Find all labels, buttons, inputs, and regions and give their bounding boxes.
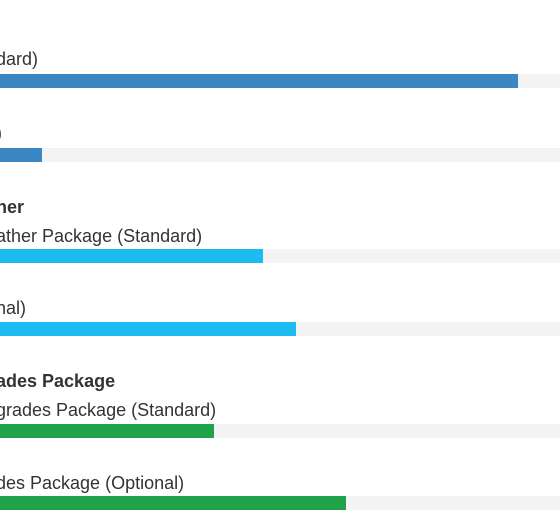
bar-track (0, 322, 560, 336)
bar-label: ather Package (Standard) (0, 226, 203, 246)
bar (0, 496, 346, 510)
bar-track (0, 424, 560, 438)
bar-label: grades Package (Standard) (0, 400, 217, 420)
bar-track (0, 249, 560, 263)
bar-track (0, 148, 560, 162)
bar (0, 322, 296, 336)
bar (0, 424, 214, 438)
bar (0, 148, 42, 162)
bar-label: ) (0, 122, 2, 144)
bar-track (0, 74, 560, 88)
group-title: her (0, 197, 25, 217)
bar-label: nal) (0, 298, 27, 318)
bar-label: des Package (Optional) (0, 473, 185, 493)
bar-track (0, 496, 560, 510)
bar (0, 74, 518, 88)
bar-label: dard) (0, 49, 39, 69)
group-title: ades Package (0, 371, 116, 391)
bar (0, 249, 263, 263)
